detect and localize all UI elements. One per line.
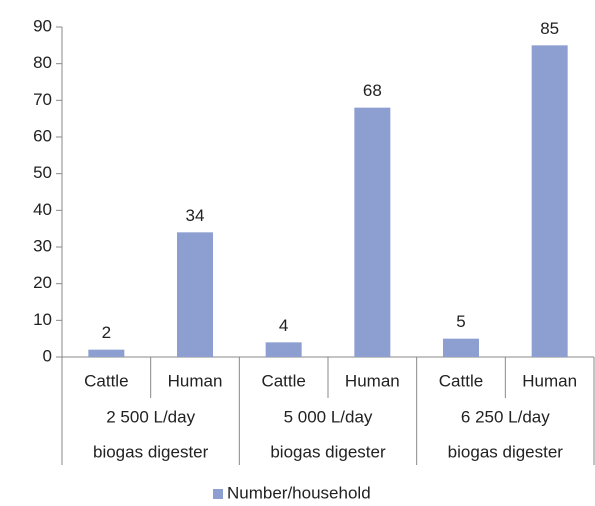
data-label: 68 bbox=[363, 81, 382, 100]
y-tick-label: 40 bbox=[33, 200, 52, 219]
group-label: 6 250 L/day bbox=[461, 407, 550, 426]
x-tick-label: Cattle bbox=[439, 371, 483, 390]
y-tick-label: 20 bbox=[33, 273, 52, 292]
bar bbox=[88, 349, 125, 357]
x-tick-label: Cattle bbox=[261, 371, 305, 390]
x-tick-label: Human bbox=[345, 371, 400, 390]
y-tick-label: 90 bbox=[33, 16, 52, 35]
x-tick-label: Human bbox=[168, 371, 223, 390]
group-label: 5 000 L/day bbox=[284, 407, 373, 426]
bar bbox=[354, 107, 391, 358]
data-label: 85 bbox=[540, 19, 559, 38]
bar bbox=[531, 45, 568, 357]
legend-swatch bbox=[213, 489, 223, 499]
group-label: biogas digester bbox=[270, 442, 386, 461]
bar bbox=[265, 342, 302, 357]
y-tick-label: 80 bbox=[33, 53, 52, 72]
y-tick-label: 30 bbox=[33, 236, 52, 255]
data-label: 4 bbox=[279, 316, 288, 335]
y-tick-label: 0 bbox=[43, 346, 52, 365]
y-tick-label: 70 bbox=[33, 90, 52, 109]
bar bbox=[443, 338, 479, 357]
group-label: biogas digester bbox=[448, 442, 564, 461]
bar bbox=[177, 232, 213, 357]
group-label: biogas digester bbox=[93, 442, 209, 461]
data-label: 34 bbox=[186, 206, 205, 225]
data-label: 5 bbox=[456, 312, 465, 331]
x-tick-label: Cattle bbox=[84, 371, 128, 390]
x-tick-label: Human bbox=[522, 371, 577, 390]
legend-label: Number/household bbox=[227, 483, 371, 502]
y-tick-label: 60 bbox=[33, 126, 52, 145]
y-tick-label: 50 bbox=[33, 163, 52, 182]
y-tick-label: 10 bbox=[33, 310, 52, 329]
data-label: 2 bbox=[102, 323, 111, 342]
group-label: 2 500 L/day bbox=[106, 407, 195, 426]
